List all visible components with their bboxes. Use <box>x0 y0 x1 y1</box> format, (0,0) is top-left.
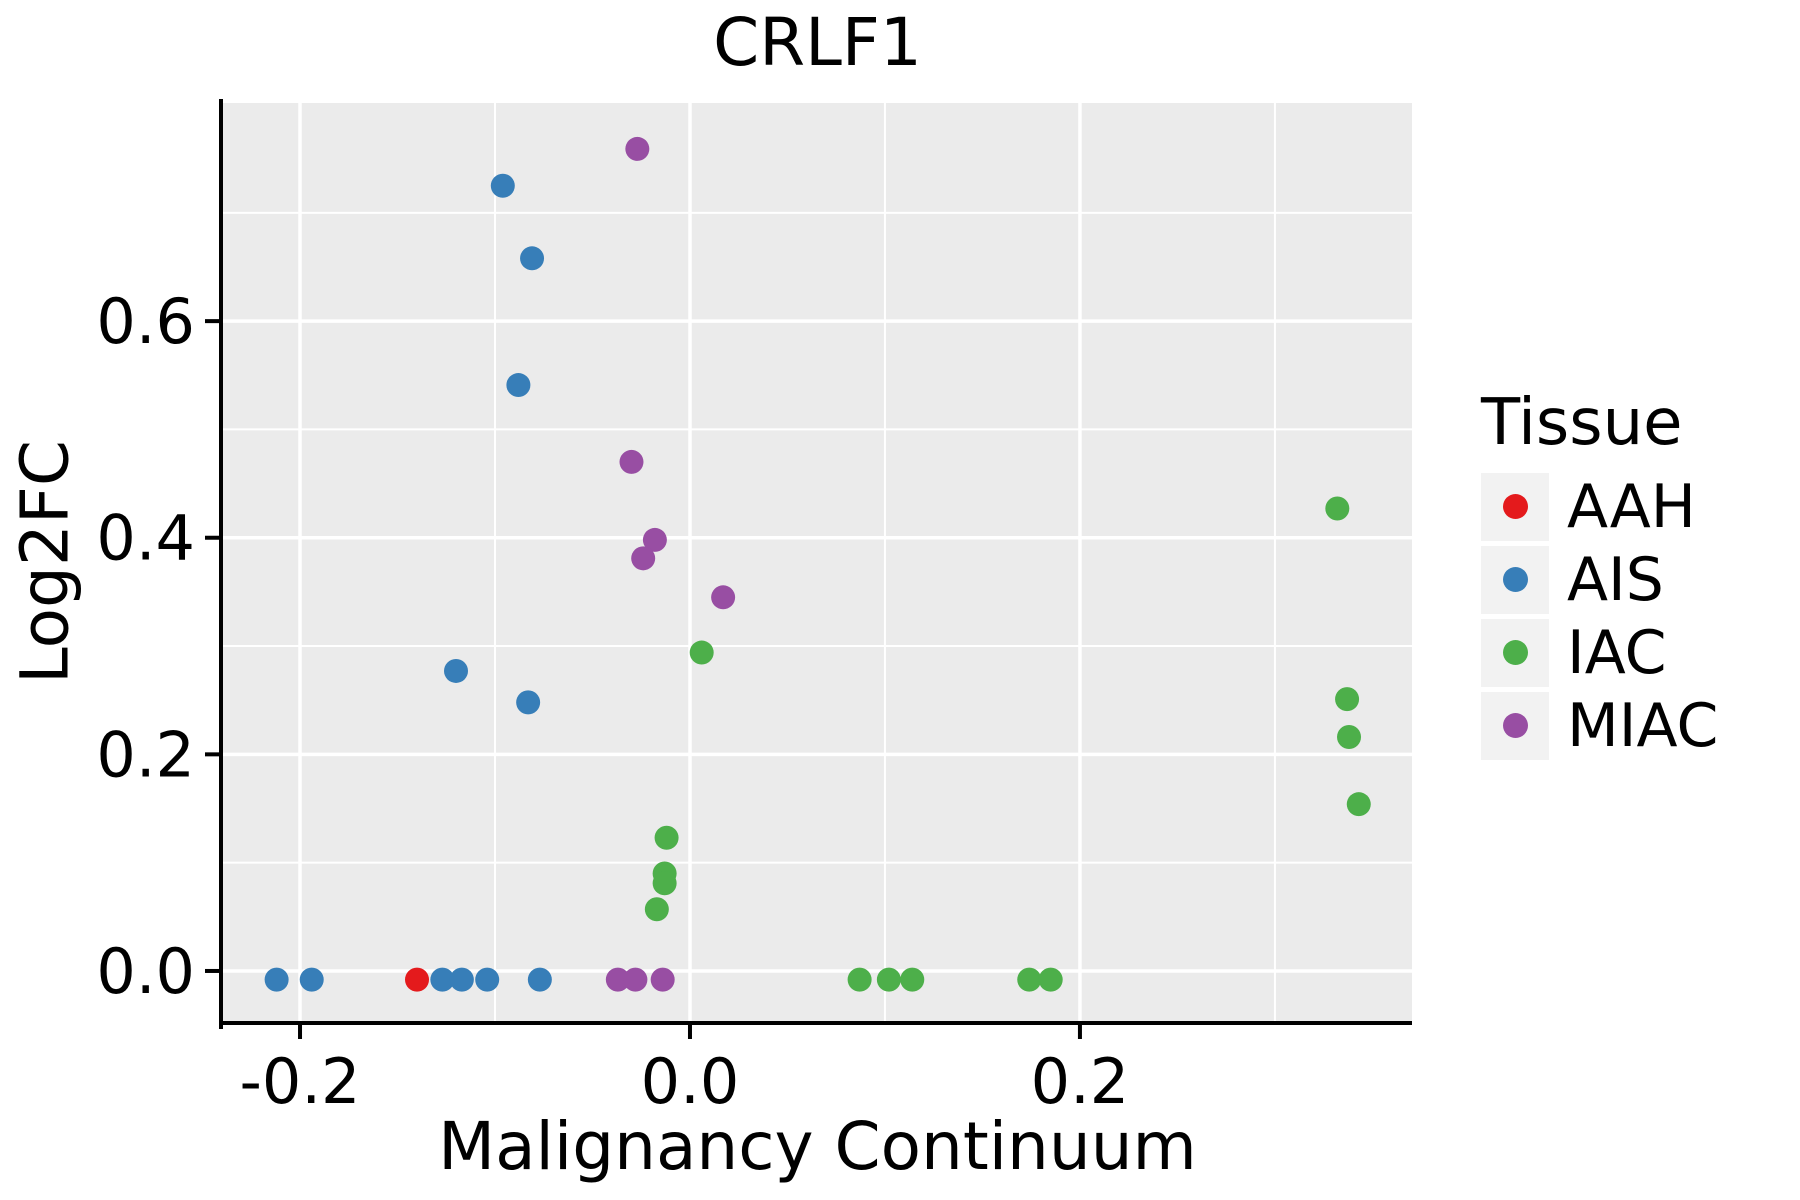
legend: Tissue AAH AIS IAC MIAC <box>1481 388 1718 762</box>
y-axis-title: Log2FC <box>6 440 84 684</box>
x-tick <box>1077 1025 1082 1039</box>
x-tick <box>298 1025 303 1039</box>
ais-color-dot-icon <box>1502 567 1528 593</box>
legend-items: AAH AIS IAC MIAC <box>1481 470 1718 762</box>
data-point-iac <box>654 825 679 850</box>
x-tick-label: 0.0 <box>641 1045 740 1118</box>
legend-item-label: AAH <box>1567 471 1696 542</box>
iac-color-dot-icon <box>1502 640 1528 666</box>
miac-color-dot-icon <box>1502 713 1528 739</box>
data-point-iac <box>1325 496 1350 521</box>
y-tick <box>205 535 219 540</box>
data-point-iac <box>1335 687 1360 712</box>
data-point-iac <box>689 640 714 665</box>
data-point-ais <box>264 967 289 992</box>
x-tick-label: 0.2 <box>1031 1045 1130 1118</box>
legend-key <box>1481 618 1549 687</box>
x-tick-label: -0.2 <box>240 1045 361 1118</box>
data-point-miac <box>650 967 675 992</box>
y-tick-label: 0.6 <box>96 285 195 358</box>
data-point-ais <box>506 373 531 398</box>
data-point-ais <box>430 967 455 992</box>
x-axis-title: Malignancy Continuum <box>438 1108 1197 1185</box>
data-point-ais <box>527 967 552 992</box>
data-point-iac <box>876 967 901 992</box>
data-point-miac <box>642 527 667 552</box>
legend-item-aah: AAH <box>1481 470 1718 543</box>
data-point-miac <box>623 967 648 992</box>
legend-key <box>1481 691 1549 760</box>
legend-item-iac: IAC <box>1481 616 1718 689</box>
data-point-iac <box>1038 967 1063 992</box>
legend-item-label: MIAC <box>1567 690 1719 761</box>
plot-title: CRLF1 <box>713 4 922 81</box>
data-point-miac <box>619 449 644 474</box>
legend-key <box>1481 545 1549 614</box>
y-tick <box>205 752 219 757</box>
data-point-miac <box>605 967 630 992</box>
legend-item-label: AIS <box>1567 544 1664 615</box>
data-point-ais <box>475 967 500 992</box>
data-point-ais <box>490 173 515 198</box>
data-point-iac <box>644 897 669 922</box>
y-axis-line <box>219 99 223 1029</box>
legend-item-ais: AIS <box>1481 543 1718 616</box>
data-point-ais <box>449 967 474 992</box>
data-point-iac <box>1017 967 1042 992</box>
y-tick <box>205 319 219 324</box>
data-point-miac <box>711 585 736 610</box>
data-point-aah <box>405 967 430 992</box>
y-tick-label: 0.0 <box>96 935 195 1008</box>
aah-color-dot-icon <box>1502 494 1528 520</box>
y-tick <box>205 968 219 973</box>
x-tick <box>687 1025 692 1039</box>
data-point-ais <box>520 246 545 271</box>
data-point-miac <box>625 136 650 161</box>
data-point-iac <box>1346 792 1371 817</box>
plot-panel <box>223 103 1412 1021</box>
legend-item-label: IAC <box>1567 617 1667 688</box>
data-point-iac <box>1337 725 1362 750</box>
legend-item-miac: MIAC <box>1481 689 1718 762</box>
legend-title: Tissue <box>1481 386 1683 460</box>
data-point-ais <box>299 967 324 992</box>
data-point-ais <box>516 690 541 715</box>
data-point-miac <box>631 546 656 571</box>
data-point-iac <box>900 967 925 992</box>
x-axis-line <box>219 1021 1412 1025</box>
y-tick-label: 0.4 <box>96 502 195 575</box>
data-point-ais <box>444 658 469 683</box>
legend-key <box>1481 472 1549 541</box>
data-point-iac <box>652 871 677 896</box>
y-tick-label: 0.2 <box>96 718 195 791</box>
data-point-iac <box>847 967 872 992</box>
